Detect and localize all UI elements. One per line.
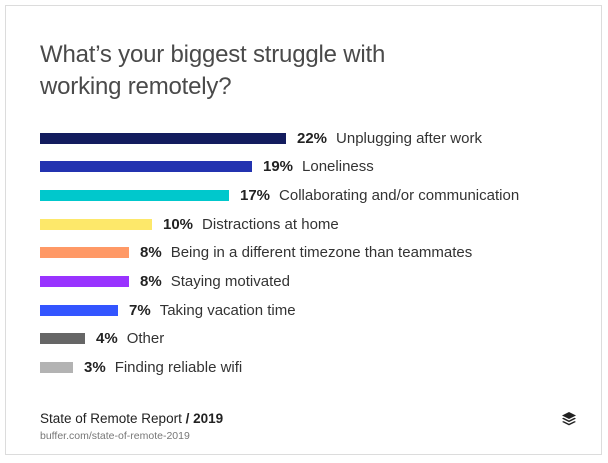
bar-value: 8%: [140, 273, 162, 290]
bar-row: 8% Being in a different timezone than tea…: [40, 243, 472, 263]
chart-title: What’s your biggest struggle with workin…: [40, 41, 386, 100]
bar: [40, 276, 129, 287]
bar-label: Distractions at home: [202, 215, 339, 233]
bar-row: 22% Unplugging after work: [40, 128, 482, 148]
bar-label: Being in a different timezone than teamm…: [170, 244, 473, 262]
bar-row: 17% Collaborating and/or communication: [40, 185, 519, 205]
bar: [40, 362, 73, 374]
bar-label: Finding reliable wifi: [114, 359, 243, 377]
bar-label: Unplugging after work: [336, 129, 482, 147]
bar-row: 19% Loneliness: [40, 157, 374, 177]
bar-row: 3% Finding reliable wifi: [40, 358, 242, 378]
bar-value: 8%: [140, 244, 162, 262]
bar-row: 4% Other: [40, 329, 164, 349]
report-year: 2019: [193, 411, 224, 426]
bar-value: 7%: [129, 301, 151, 319]
buffer-stack-icon: [562, 412, 576, 426]
bar-row: 8% Staying motivated: [40, 272, 290, 292]
bar-value: 17%: [240, 186, 271, 204]
bar-label: Taking vacation time: [159, 301, 296, 319]
bar: [40, 218, 152, 230]
bar: [40, 132, 286, 144]
bar-value: 19%: [263, 158, 294, 176]
bar-value: 10%: [163, 215, 194, 233]
bar-value: 4%: [96, 330, 118, 348]
report-name: State of Remote Report: [40, 411, 182, 426]
bar-value: 22%: [297, 129, 328, 147]
source-url: buffer.com/state-of-remote-2019: [40, 430, 190, 442]
separator: /: [181, 411, 194, 426]
bar-label: Other: [126, 330, 165, 348]
bar-value: 3%: [84, 359, 106, 377]
source-title: State of Remote Report / 2019: [40, 411, 223, 426]
bar: [40, 304, 118, 316]
bar-row: 7% Taking vacation time: [40, 300, 296, 320]
bar-label: Loneliness: [302, 158, 374, 176]
chart-card: What’s your biggest struggle with workin…: [5, 5, 602, 455]
bar: [40, 161, 252, 173]
bar-label: Collaborating and/or communication: [279, 186, 520, 204]
bar-row: 10% Distractions at home: [40, 214, 339, 234]
bar-label: Staying motivated: [170, 273, 290, 290]
bar: [40, 333, 85, 345]
bar: [40, 189, 229, 201]
bar: [40, 247, 129, 259]
